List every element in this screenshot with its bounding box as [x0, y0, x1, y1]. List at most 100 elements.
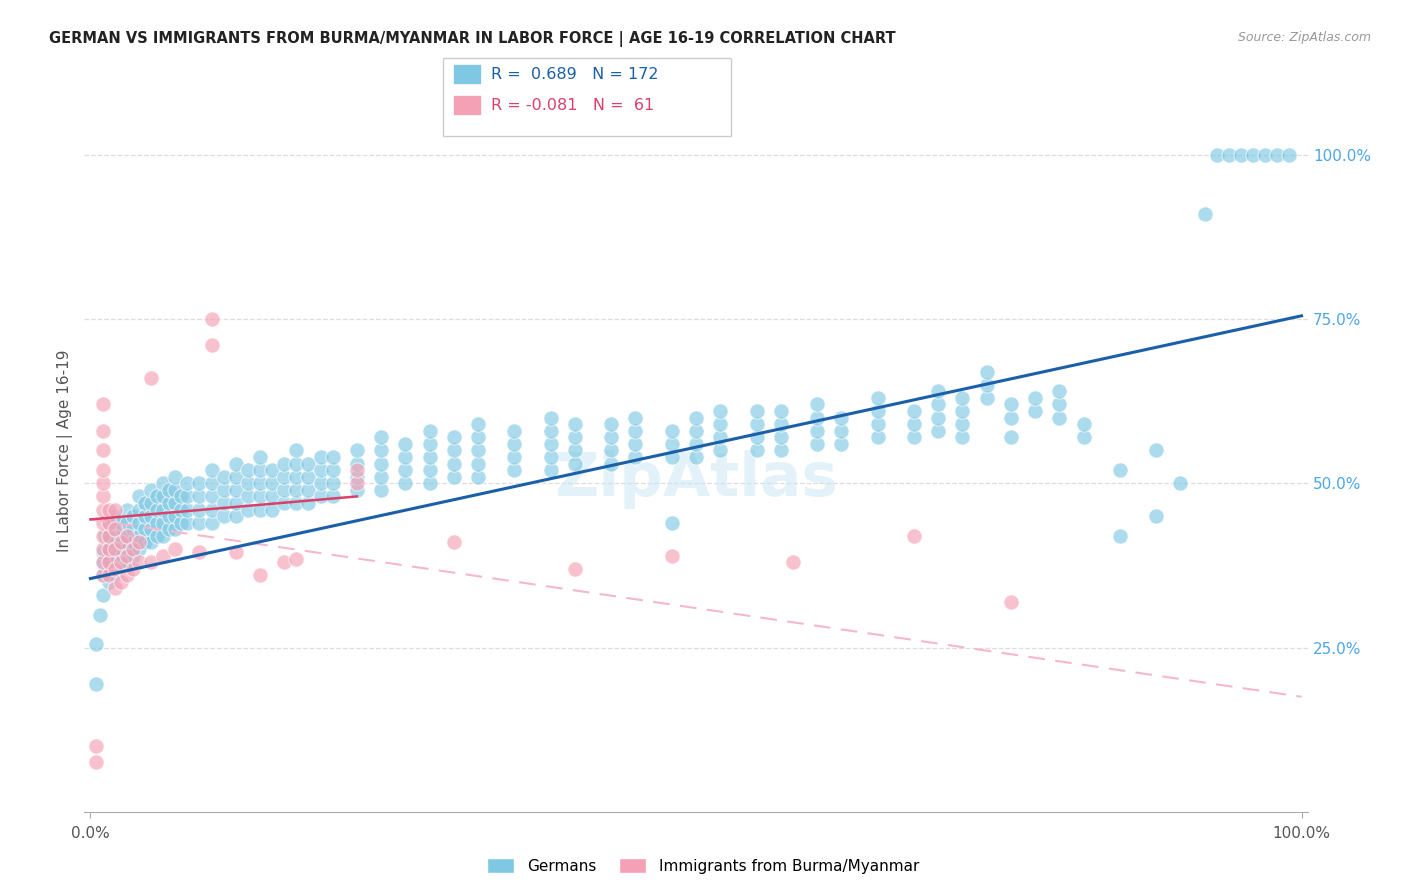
Point [170, 490, 193, 504]
Point [273, 483, 295, 497]
Point [200, 463, 222, 477]
Point [121, 562, 143, 576]
Point [309, 450, 332, 464]
Point [134, 509, 156, 524]
Point [927, 384, 949, 399]
Point [661, 516, 683, 530]
Point [134, 522, 156, 536]
Point [564, 430, 586, 444]
Point [1170, 476, 1192, 491]
Point [394, 476, 416, 491]
Point [110, 535, 132, 549]
Legend: Germans, Immigrants from Burma/Myanmar: Germans, Immigrants from Burma/Myanmar [481, 852, 925, 880]
Point [97, 529, 120, 543]
Point [157, 496, 180, 510]
Point [165, 483, 187, 497]
Point [418, 437, 440, 451]
Point [249, 490, 271, 504]
Point [1241, 148, 1264, 162]
Point [503, 450, 526, 464]
Point [91, 529, 114, 543]
Point [146, 502, 169, 516]
Point [745, 443, 768, 458]
Point [1218, 148, 1240, 162]
Point [225, 469, 247, 483]
Point [94, 529, 117, 543]
Point [176, 516, 198, 530]
Point [97, 541, 120, 556]
Point [782, 555, 804, 569]
Point [467, 469, 489, 483]
Point [976, 391, 998, 405]
Point [540, 463, 562, 477]
Point [394, 450, 416, 464]
Point [110, 574, 132, 589]
Point [624, 450, 647, 464]
Point [1108, 463, 1130, 477]
Point [297, 483, 319, 497]
Text: Source: ZipAtlas.com: Source: ZipAtlas.com [1237, 31, 1371, 45]
Point [152, 476, 174, 491]
Point [540, 424, 562, 438]
Point [97, 555, 120, 569]
Point [661, 437, 683, 451]
Point [104, 549, 127, 563]
Point [346, 469, 368, 483]
Point [297, 457, 319, 471]
Point [685, 437, 707, 451]
Point [806, 410, 828, 425]
Point [262, 490, 284, 504]
Point [830, 437, 852, 451]
Point [97, 529, 120, 543]
Point [249, 450, 271, 464]
Text: R = -0.081   N =  61: R = -0.081 N = 61 [491, 98, 654, 112]
Point [806, 424, 828, 438]
Point [370, 483, 392, 497]
Point [249, 463, 271, 477]
Point [830, 424, 852, 438]
Point [200, 312, 222, 326]
Point [769, 430, 792, 444]
Point [165, 496, 187, 510]
Point [86, 637, 108, 651]
Point [285, 469, 308, 483]
Point [200, 476, 222, 491]
Point [157, 522, 180, 536]
Point [249, 568, 271, 582]
Point [540, 450, 562, 464]
Point [139, 483, 162, 497]
Point [104, 568, 127, 582]
Point [600, 430, 623, 444]
Point [146, 529, 169, 543]
Point [346, 476, 368, 491]
Point [236, 476, 259, 491]
Point [188, 476, 211, 491]
Point [503, 424, 526, 438]
Point [346, 483, 368, 497]
Point [165, 522, 187, 536]
Point [322, 463, 344, 477]
Point [709, 430, 731, 444]
Point [443, 535, 465, 549]
Point [91, 476, 114, 491]
Point [952, 417, 974, 432]
Point [121, 522, 143, 536]
Point [661, 424, 683, 438]
Point [91, 588, 114, 602]
Point [927, 410, 949, 425]
Point [134, 496, 156, 510]
Point [97, 555, 120, 569]
Point [104, 502, 127, 516]
Point [104, 535, 127, 549]
Point [418, 476, 440, 491]
Point [249, 476, 271, 491]
Point [1194, 207, 1216, 221]
Point [709, 443, 731, 458]
Point [503, 463, 526, 477]
Point [157, 509, 180, 524]
Point [104, 541, 127, 556]
Point [1144, 443, 1167, 458]
Point [115, 549, 138, 563]
Point [165, 541, 187, 556]
Point [297, 469, 319, 483]
